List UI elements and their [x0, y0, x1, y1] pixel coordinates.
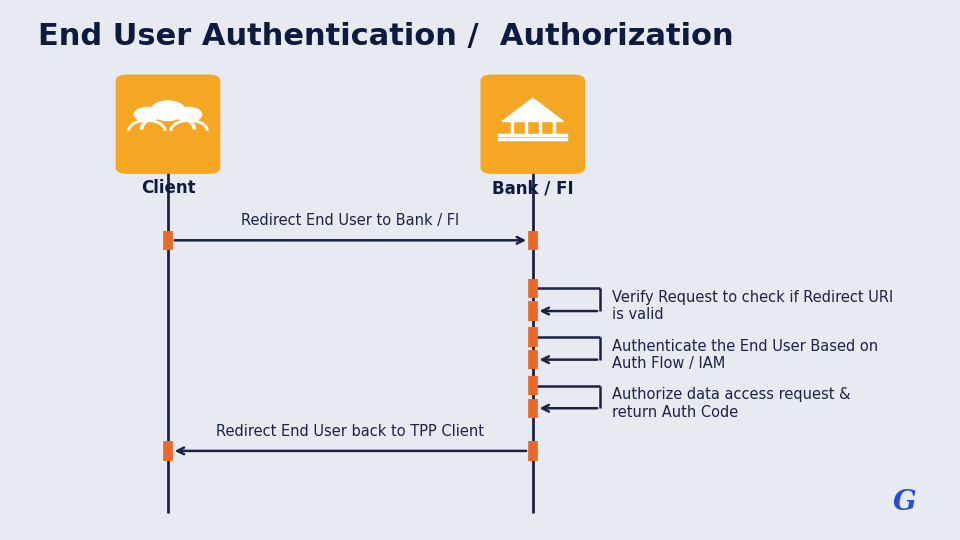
Text: Authorize data access request &
return Auth Code: Authorize data access request & return A… [612, 387, 850, 420]
Circle shape [134, 107, 159, 122]
Circle shape [151, 101, 185, 120]
Text: Verify Request to check if Redirect URI
is valid: Verify Request to check if Redirect URI … [612, 290, 893, 322]
Text: Authenticate the End User Based on
Auth Flow / IAM: Authenticate the End User Based on Auth … [612, 339, 877, 371]
Text: Bank / FI: Bank / FI [492, 179, 574, 197]
Text: Client: Client [141, 179, 195, 197]
Circle shape [177, 107, 202, 122]
Text: End User Authentication /  Authorization: End User Authentication / Authorization [38, 22, 734, 51]
FancyBboxPatch shape [481, 75, 586, 174]
Polygon shape [502, 98, 564, 122]
Text: G: G [893, 489, 917, 516]
FancyBboxPatch shape [115, 75, 220, 174]
Text: Redirect End User back to TPP Client: Redirect End User back to TPP Client [216, 424, 485, 439]
Text: Redirect End User to Bank / FI: Redirect End User to Bank / FI [241, 213, 460, 228]
